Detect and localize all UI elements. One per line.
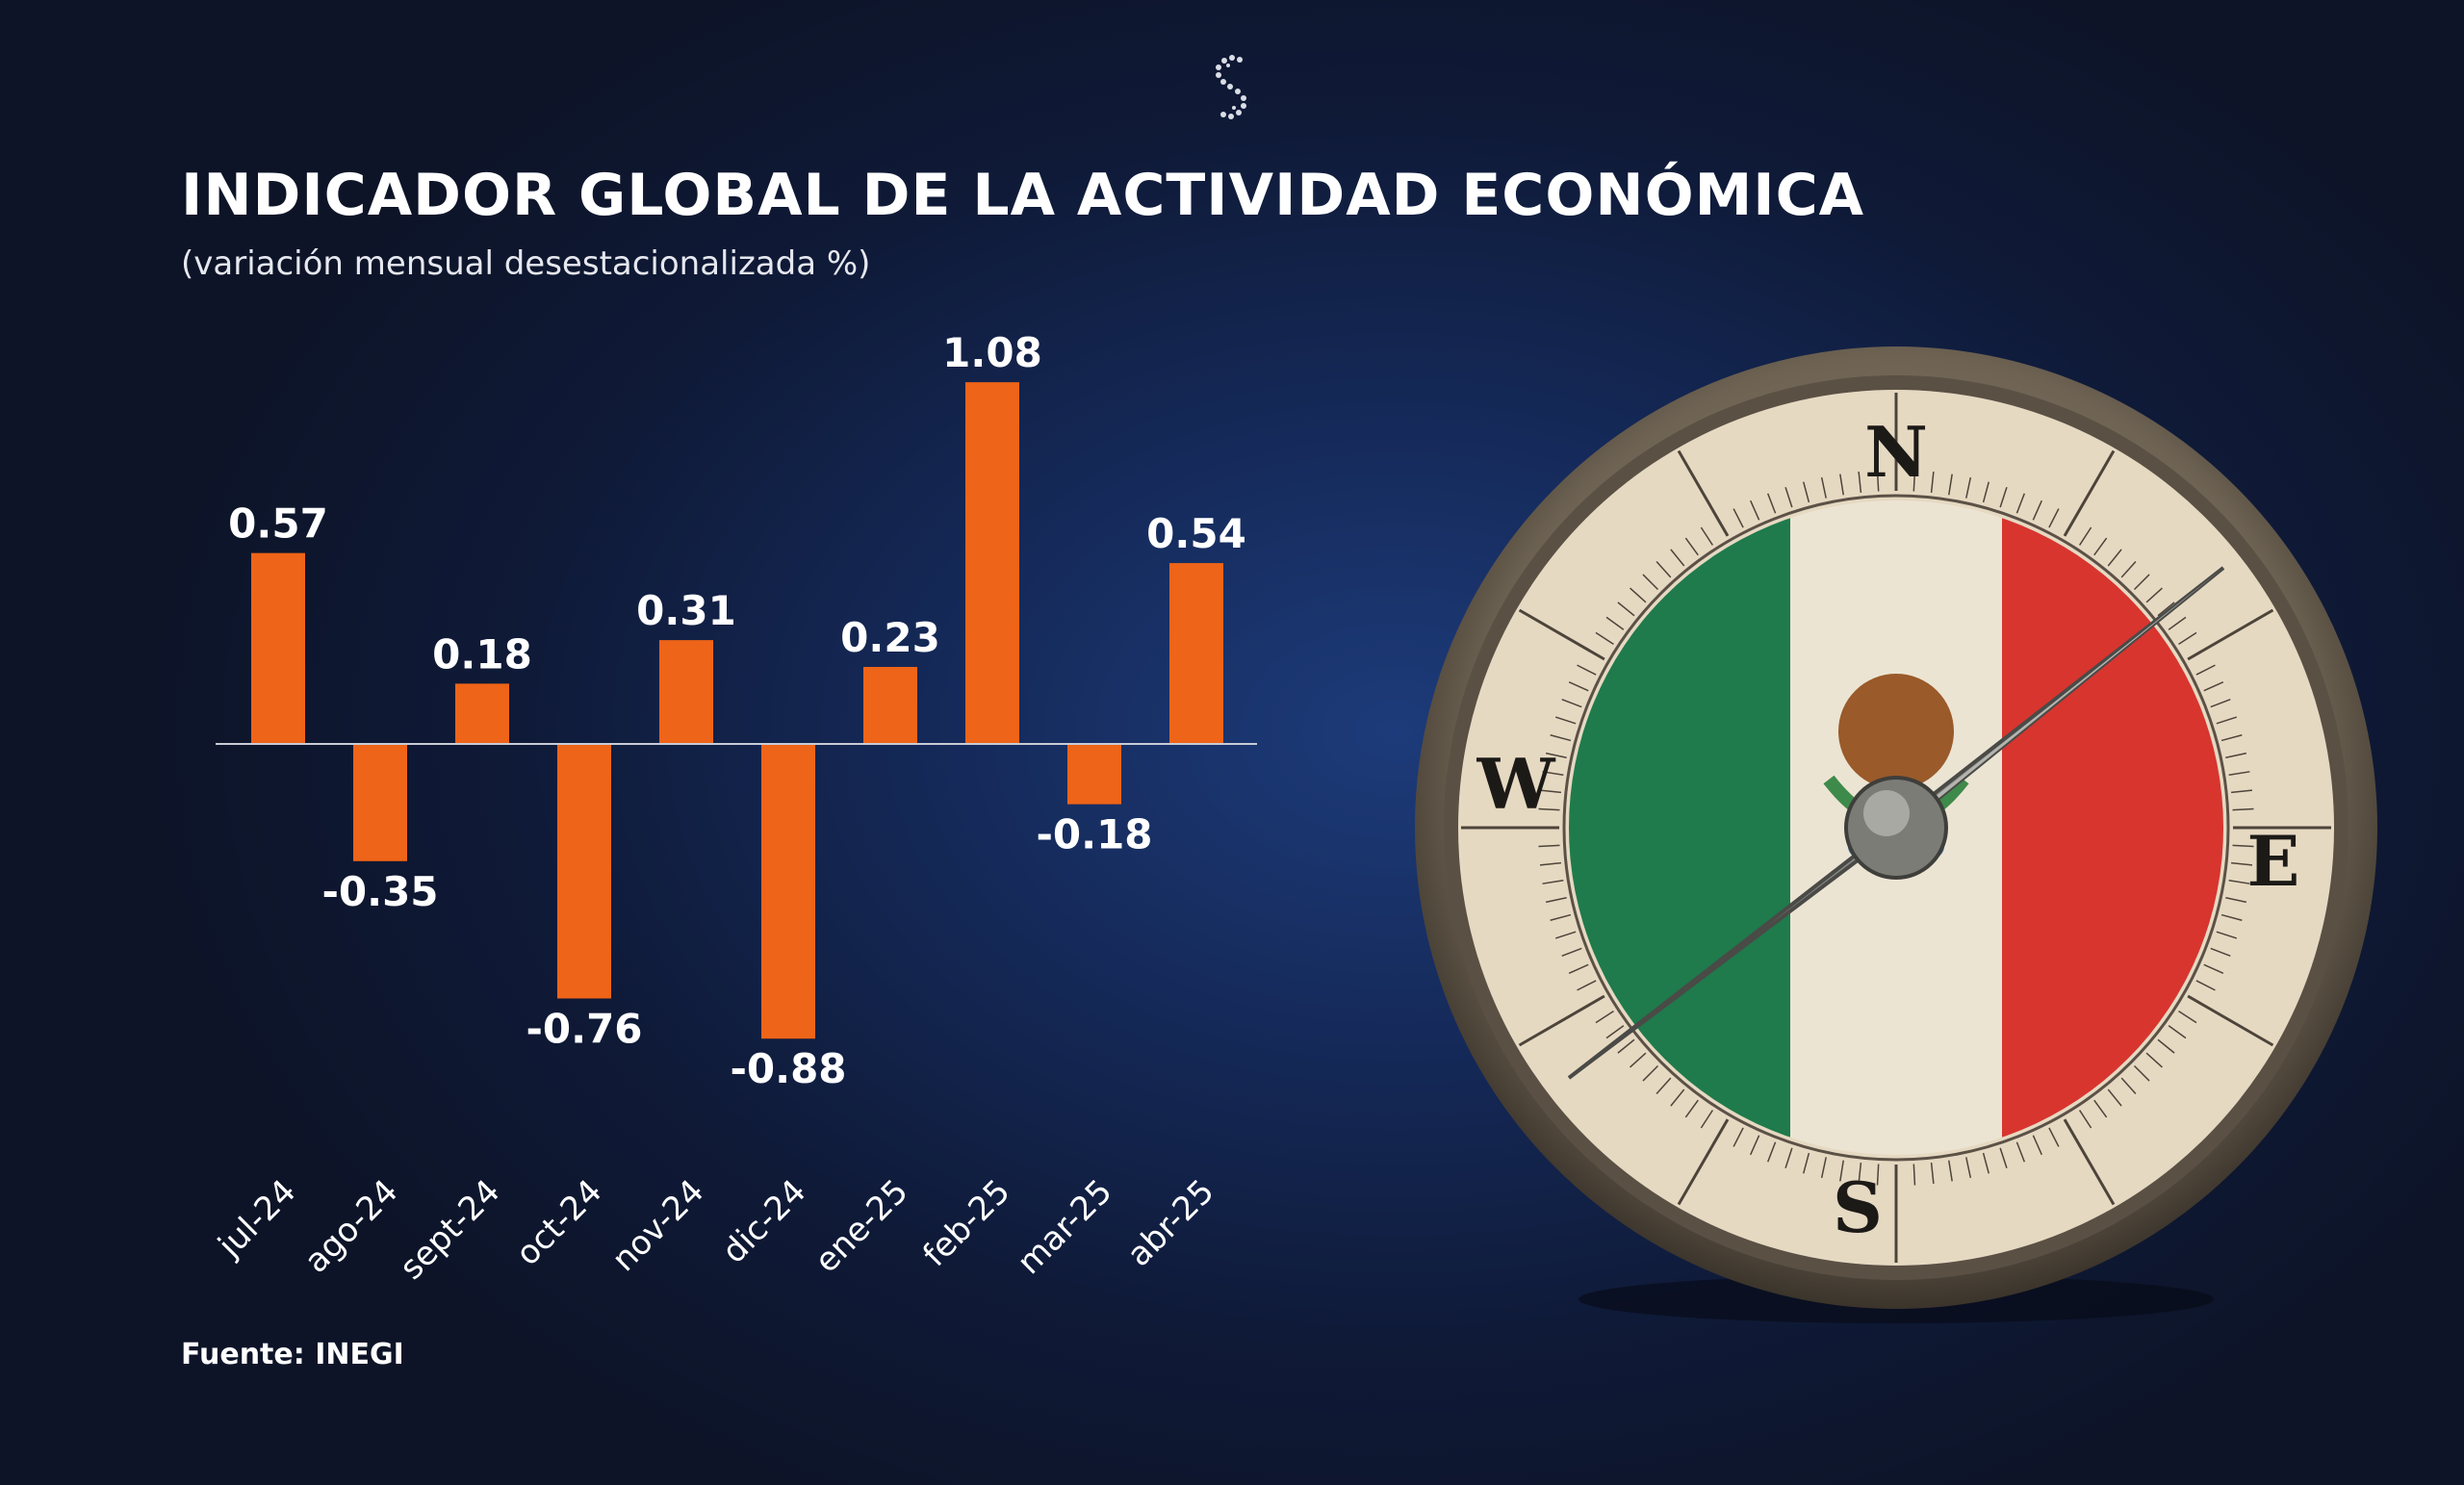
bar-abr-25 (1169, 563, 1223, 744)
value-label-sept-24: 0.18 (432, 630, 532, 678)
compass-east-label: E (2247, 820, 2300, 902)
compass-west-label: W (1476, 743, 1556, 825)
x-tick-oct-24: oct-24 (508, 1172, 609, 1273)
compass-tick-marks (1461, 393, 2331, 1263)
value-label-mar-25: -0.18 (1036, 811, 1152, 858)
bar-ago-24 (353, 744, 407, 861)
logo-icon (1216, 55, 1246, 119)
source-note: Fuente: INEGI (181, 1338, 404, 1371)
bar-jul-24 (251, 552, 305, 744)
x-tick-feb-25: feb-25 (915, 1172, 1017, 1274)
value-label-jul-24: 0.57 (228, 500, 328, 548)
value-label-feb-25: 1.08 (942, 329, 1042, 376)
x-tick-mar-25: mar-25 (1010, 1172, 1119, 1282)
x-tick-nov-24: nov-24 (604, 1172, 711, 1279)
compass-north-label: N (1864, 411, 1928, 493)
value-label-ene-25: 0.23 (840, 614, 940, 661)
bar-sept-24 (455, 683, 509, 744)
value-label-nov-24: 0.31 (636, 587, 736, 634)
value-label-oct-24: -0.76 (526, 1005, 642, 1052)
x-tick-dic-24: dic-24 (715, 1172, 814, 1271)
value-label-ago-24: -0.35 (321, 868, 438, 915)
compass-south-label: S (1833, 1166, 1883, 1248)
bar-chart: 0.57 -0.35 0.18 -0.76 0.31 -0.88 0.23 1.08 -0.18… (211, 329, 1257, 1288)
x-tick-abr-25: abr-25 (1119, 1172, 1221, 1274)
x-tick-jul-24: jul-24 (211, 1172, 304, 1266)
bar-ene-25 (863, 666, 917, 744)
value-labels-group: 0.57 -0.35 0.18 -0.76 0.31 -0.88 0.23 1.08 -0.18… (228, 329, 1246, 1092)
chart-title: INDICADOR GLOBAL DE LA ACTIVIDAD ECONÓMI… (181, 162, 1865, 229)
bar-nov-24 (659, 640, 713, 744)
x-tick-ene-25: ene-25 (808, 1172, 915, 1280)
bar-feb-25 (965, 382, 1019, 744)
chart-subtitle: (variación mensual desestacionalizada %) (181, 244, 871, 283)
compass-mexican-flag-icon: N S E W (1415, 346, 2377, 1323)
value-label-abr-25: 0.54 (1146, 510, 1246, 557)
bars-group (251, 382, 1223, 1039)
value-label-dic-24: -0.88 (730, 1045, 846, 1092)
bar-oct-24 (557, 744, 611, 999)
bar-dic-24 (761, 744, 815, 1039)
x-tick-ago-24: ago-24 (297, 1172, 406, 1281)
bar-mar-25 (1067, 744, 1121, 805)
x-tick-sept-24: sept-24 (393, 1172, 508, 1288)
